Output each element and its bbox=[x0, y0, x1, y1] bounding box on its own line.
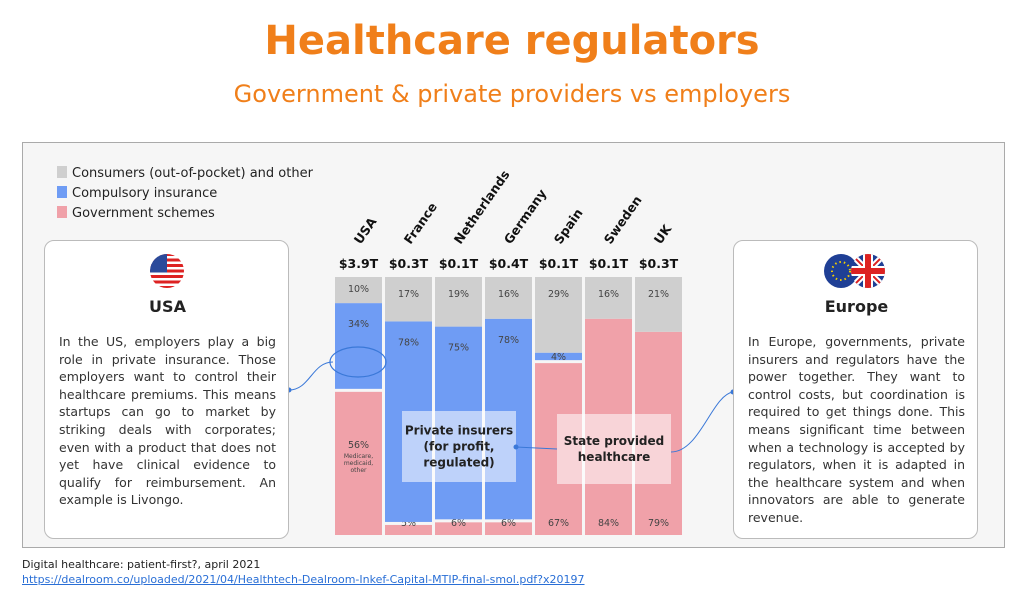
bar-segment bbox=[435, 522, 482, 535]
category-label: Spain bbox=[551, 206, 586, 247]
annotation-line: Private insurers bbox=[405, 424, 513, 438]
category-label: UK bbox=[651, 221, 675, 247]
value-label: 79% bbox=[648, 518, 669, 529]
legend-label: Compulsory insurance bbox=[72, 186, 217, 201]
value-note-line: other bbox=[351, 467, 368, 474]
bar-segment bbox=[535, 277, 582, 353]
value-label: 29% bbox=[548, 289, 569, 300]
value-label: 21% bbox=[648, 289, 669, 300]
category-label: USA bbox=[351, 214, 380, 246]
bar-segment bbox=[435, 277, 482, 327]
annotation-box bbox=[402, 411, 516, 482]
total-label: $3.9T bbox=[339, 256, 379, 271]
usa-box: USA In the US, employers play a big role… bbox=[44, 240, 289, 539]
legend-label: Government schemes bbox=[72, 206, 215, 221]
total-label: $0.1T bbox=[439, 256, 479, 271]
value-label: 6% bbox=[451, 518, 466, 529]
legend-label: Consumers (out-of-pocket) and other bbox=[72, 166, 314, 181]
value-label: 78% bbox=[498, 335, 519, 346]
europe-box: Europe In Europe, governments, private i… bbox=[733, 240, 978, 539]
total-label: $0.4T bbox=[489, 256, 529, 271]
value-label: 34% bbox=[348, 319, 369, 330]
value-label: 10% bbox=[348, 284, 369, 295]
bar-segment bbox=[635, 277, 682, 332]
bar-segment bbox=[485, 522, 532, 535]
box-text: In Europe, governments, private insurers… bbox=[748, 334, 965, 525]
value-label: 56% bbox=[348, 440, 369, 451]
value-label: 16% bbox=[498, 289, 519, 300]
source-link[interactable]: https://dealroom.co/uploaded/2021/04/Hea… bbox=[22, 573, 585, 586]
value-label: 16% bbox=[598, 289, 619, 300]
value-label: 19% bbox=[448, 289, 469, 300]
value-label: 78% bbox=[398, 337, 419, 348]
box-title: USA bbox=[149, 297, 186, 316]
total-label: $0.1T bbox=[539, 256, 579, 271]
bar-segment bbox=[335, 277, 382, 304]
highlight bbox=[329, 346, 387, 378]
bar-segment bbox=[585, 277, 632, 319]
source: Digital healthcare: patient-first?, apri… bbox=[22, 558, 261, 571]
value-label: 75% bbox=[448, 343, 469, 354]
annotation: State provided healthcare bbox=[564, 434, 665, 464]
eu-uk-flags bbox=[824, 254, 885, 288]
value-label: 67% bbox=[548, 518, 569, 529]
bar-segment bbox=[335, 303, 382, 389]
value-note: Medicare, medicaid, other bbox=[344, 453, 373, 474]
connector-dot bbox=[513, 444, 519, 450]
total-label: $0.3T bbox=[639, 256, 679, 271]
box-title: Europe bbox=[824, 297, 889, 316]
legend-swatch bbox=[57, 166, 67, 178]
category-label: Sweden bbox=[601, 193, 645, 247]
category-label: France bbox=[401, 200, 440, 247]
connector bbox=[515, 446, 558, 450]
annotation-line: healthcare bbox=[578, 450, 650, 464]
us-flag bbox=[150, 254, 184, 288]
bar-segment bbox=[385, 524, 432, 535]
bar-segment bbox=[535, 352, 582, 361]
value-label: 17% bbox=[398, 289, 419, 300]
total-label: $0.3T bbox=[389, 256, 429, 271]
annotation-line: State provided bbox=[564, 434, 665, 448]
value-label: 5% bbox=[401, 518, 416, 529]
legend-swatch bbox=[57, 186, 67, 198]
value-label: 4% bbox=[551, 352, 566, 363]
value-note-line: medicaid, bbox=[344, 460, 373, 467]
connector bbox=[670, 391, 734, 453]
connector bbox=[288, 361, 334, 391]
annotation-box bbox=[557, 414, 671, 484]
total-label: $0.1T bbox=[589, 256, 629, 271]
value-note-line: Medicare, bbox=[344, 453, 373, 460]
bar-segment bbox=[385, 277, 432, 322]
value-label: 6% bbox=[501, 518, 516, 529]
legend-swatch bbox=[57, 206, 67, 218]
annotation: Private insurers (for profit, regulated) bbox=[405, 424, 513, 470]
bar-segment bbox=[335, 391, 382, 535]
box-text: In the US, employers play a big role in … bbox=[59, 334, 276, 508]
annotation-line: (for profit, bbox=[424, 440, 495, 454]
annotation-line: regulated) bbox=[423, 456, 494, 470]
title: Healthcare regulators bbox=[264, 18, 760, 64]
category-label: Germany bbox=[501, 186, 550, 247]
bar-segment bbox=[485, 277, 532, 319]
value-label: 84% bbox=[598, 518, 619, 529]
subtitle: Government & private providers vs employ… bbox=[233, 80, 791, 108]
